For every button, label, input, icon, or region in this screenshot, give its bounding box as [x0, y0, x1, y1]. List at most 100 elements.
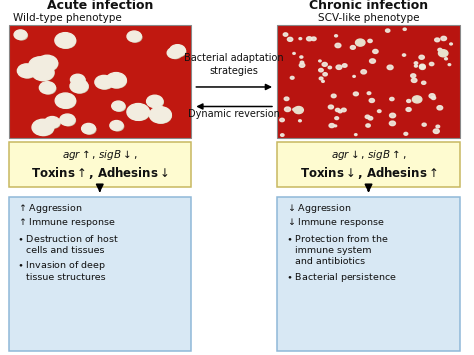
Circle shape	[419, 64, 425, 69]
Text: Toxins$\downarrow$, Adhesins$\uparrow$: Toxins$\downarrow$, Adhesins$\uparrow$	[300, 164, 438, 181]
Circle shape	[406, 108, 411, 111]
Circle shape	[34, 121, 54, 136]
Circle shape	[421, 81, 426, 84]
Circle shape	[97, 77, 113, 89]
Circle shape	[365, 115, 370, 119]
Circle shape	[284, 97, 289, 100]
Circle shape	[14, 30, 27, 39]
Circle shape	[70, 79, 88, 93]
Circle shape	[419, 65, 425, 70]
Circle shape	[39, 82, 55, 94]
Circle shape	[368, 39, 372, 43]
Circle shape	[284, 107, 291, 111]
Circle shape	[435, 38, 440, 42]
Text: immune system: immune system	[286, 246, 371, 255]
Circle shape	[39, 57, 58, 71]
Circle shape	[34, 66, 54, 81]
Circle shape	[149, 106, 171, 123]
Circle shape	[283, 33, 288, 36]
Circle shape	[361, 70, 366, 74]
Circle shape	[294, 106, 303, 114]
Circle shape	[419, 55, 424, 59]
Circle shape	[55, 33, 75, 48]
Text: $\mathit{agr}$$\downarrow$, $\mathit{sigB}$$\uparrow$,: $\mathit{agr}$$\downarrow$, $\mathit{sig…	[331, 148, 406, 162]
Circle shape	[368, 116, 373, 120]
Circle shape	[19, 65, 36, 78]
Circle shape	[72, 81, 88, 93]
Text: $\bullet$ Bacterial persistence: $\bullet$ Bacterial persistence	[286, 271, 396, 284]
Circle shape	[437, 106, 443, 110]
Circle shape	[429, 62, 434, 66]
FancyBboxPatch shape	[277, 197, 460, 351]
Circle shape	[319, 77, 323, 80]
Circle shape	[127, 104, 149, 120]
Circle shape	[350, 45, 356, 49]
Circle shape	[82, 124, 95, 134]
Circle shape	[322, 62, 327, 66]
Circle shape	[57, 95, 76, 108]
Circle shape	[331, 94, 336, 98]
Circle shape	[319, 69, 323, 72]
Circle shape	[108, 74, 127, 88]
Circle shape	[335, 43, 341, 48]
Circle shape	[290, 76, 294, 79]
Circle shape	[319, 60, 321, 62]
FancyBboxPatch shape	[9, 197, 191, 351]
Text: $\downarrow$Immune response: $\downarrow$Immune response	[286, 217, 384, 229]
Circle shape	[445, 58, 447, 60]
Circle shape	[148, 97, 164, 108]
Circle shape	[169, 49, 182, 59]
Circle shape	[436, 125, 440, 128]
Circle shape	[32, 119, 54, 136]
Text: cells and tissues: cells and tissues	[17, 246, 105, 255]
Circle shape	[129, 105, 149, 120]
FancyBboxPatch shape	[9, 142, 191, 187]
Circle shape	[300, 56, 303, 58]
Circle shape	[172, 46, 186, 57]
Circle shape	[46, 118, 60, 128]
Circle shape	[404, 132, 408, 135]
Text: $\bullet$ Destruction of host: $\bullet$ Destruction of host	[17, 233, 118, 244]
Circle shape	[429, 94, 435, 98]
Circle shape	[112, 122, 124, 131]
Circle shape	[83, 125, 96, 134]
Circle shape	[280, 118, 284, 122]
Text: Wild-type phenotype: Wild-type phenotype	[13, 13, 122, 23]
Circle shape	[31, 59, 52, 74]
Circle shape	[329, 124, 335, 127]
Circle shape	[385, 29, 390, 32]
Circle shape	[390, 97, 394, 100]
Circle shape	[341, 108, 346, 112]
Text: $\bullet$ Protection from the: $\bullet$ Protection from the	[286, 233, 389, 244]
Circle shape	[412, 96, 422, 103]
Circle shape	[366, 124, 370, 127]
Circle shape	[431, 96, 436, 99]
Circle shape	[369, 98, 374, 103]
Circle shape	[338, 110, 342, 113]
Circle shape	[60, 114, 75, 125]
Circle shape	[307, 37, 312, 41]
Circle shape	[45, 116, 60, 128]
Circle shape	[167, 48, 182, 58]
Circle shape	[450, 43, 452, 45]
Circle shape	[106, 72, 126, 88]
Text: Dynamic reversion: Dynamic reversion	[188, 109, 280, 119]
Text: Bacterial adaptation
strategies: Bacterial adaptation strategies	[184, 53, 284, 76]
Circle shape	[299, 120, 301, 122]
Circle shape	[438, 50, 448, 57]
Circle shape	[373, 49, 378, 54]
Circle shape	[281, 134, 284, 136]
FancyBboxPatch shape	[277, 25, 460, 138]
Circle shape	[299, 63, 305, 67]
Circle shape	[322, 80, 324, 82]
Circle shape	[55, 93, 75, 108]
Circle shape	[29, 57, 52, 74]
Circle shape	[300, 61, 304, 64]
Circle shape	[389, 121, 395, 126]
Circle shape	[36, 55, 58, 71]
Circle shape	[293, 108, 296, 111]
Circle shape	[293, 53, 295, 54]
Circle shape	[95, 75, 113, 89]
Circle shape	[129, 32, 142, 42]
Circle shape	[16, 31, 27, 40]
